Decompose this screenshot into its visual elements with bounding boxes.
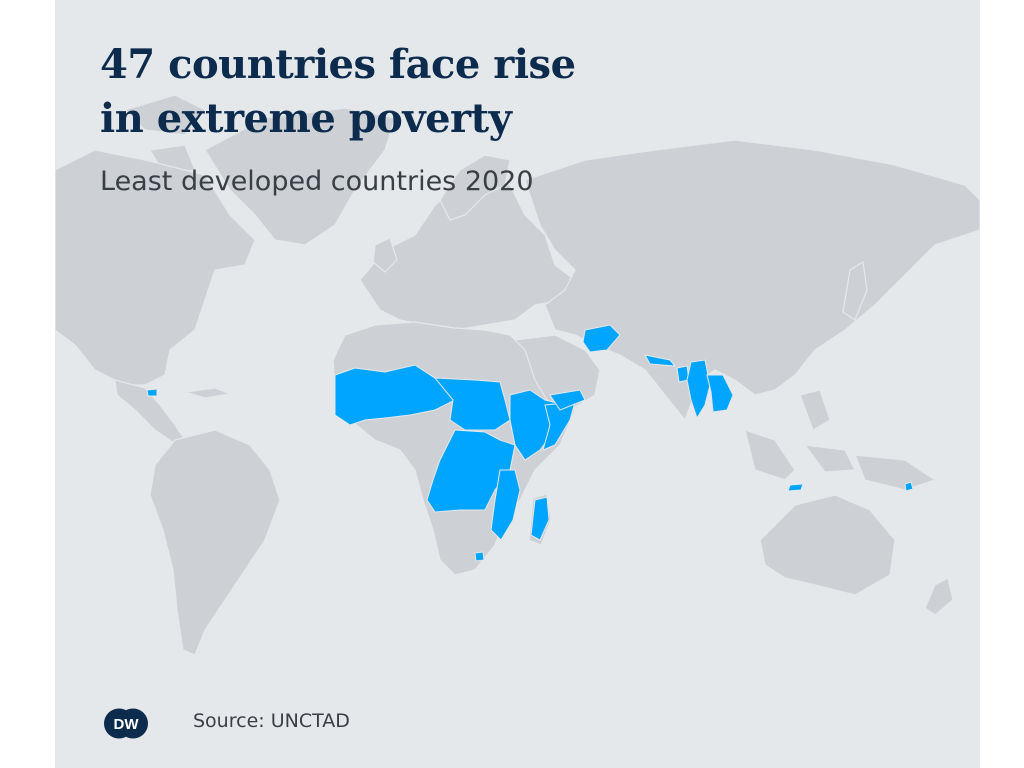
new-zealand xyxy=(924,577,954,616)
southeast-asia-islands xyxy=(744,389,937,491)
world-map xyxy=(55,94,980,656)
ldc-west-africa xyxy=(334,364,456,426)
north-america xyxy=(55,149,256,386)
ldc-sahel-central xyxy=(433,377,511,431)
title-line-2: in extreme poverty xyxy=(100,95,512,142)
ldc-lesotho xyxy=(474,551,485,562)
ldc-central-africa xyxy=(426,429,516,513)
subtitle: Least developed countries 2020 xyxy=(100,166,534,197)
caribbean xyxy=(184,387,233,399)
ldc-nepal-bhutan xyxy=(644,354,677,367)
ldc-yemen xyxy=(549,389,586,411)
uk-ireland xyxy=(372,237,398,273)
asia xyxy=(524,139,980,422)
infographic-card: 47 countries face rise in extreme povert… xyxy=(55,0,980,768)
japan xyxy=(842,261,868,321)
title-line-1: 47 countries face rise xyxy=(100,41,576,88)
greenland xyxy=(204,107,396,246)
ldc-southeast-africa xyxy=(490,469,521,541)
ldc-timor-leste xyxy=(787,483,804,492)
scandinavia xyxy=(439,154,511,221)
ldc-afghanistan xyxy=(582,324,621,353)
ldc-laos-cambodia xyxy=(706,374,734,413)
ldc-solomon-islands xyxy=(904,481,914,492)
chart-title: 47 countries face rise in extreme povert… xyxy=(100,38,576,146)
ldc-myanmar xyxy=(686,359,711,420)
ldc-madagascar xyxy=(530,496,550,541)
ldc-haiti xyxy=(146,388,158,397)
south-america xyxy=(149,429,281,656)
dw-logo: DW xyxy=(104,708,148,739)
source-credit: Source: UNCTAD xyxy=(193,710,350,732)
svg-text:DW: DW xyxy=(114,716,140,733)
australia xyxy=(759,494,896,596)
